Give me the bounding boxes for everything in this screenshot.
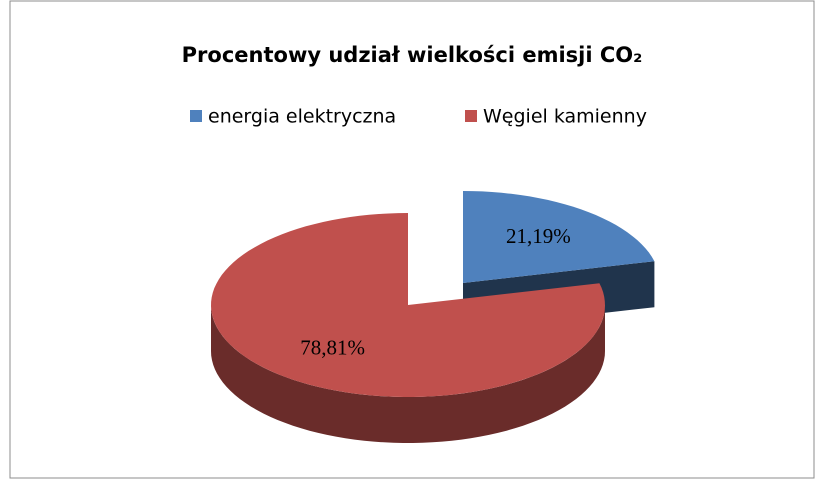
legend-swatch — [190, 110, 202, 122]
slice — [463, 191, 655, 283]
legend-label: Węgiel kamienny — [483, 106, 647, 128]
slice — [211, 213, 605, 397]
slice-side — [211, 305, 605, 443]
legend-label: energia elektryczna — [208, 106, 396, 128]
data-label: 21,19% — [506, 224, 571, 248]
data-label: 78,81% — [300, 336, 365, 360]
legend-swatch — [465, 110, 477, 122]
chart-title: Procentowy udział wielkości emisji CO₂ — [182, 43, 643, 67]
